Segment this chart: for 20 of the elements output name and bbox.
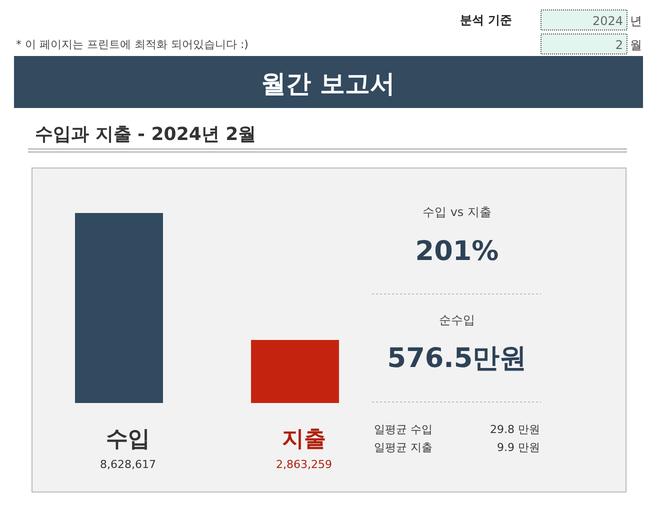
text: 2: [615, 38, 623, 52]
annotation: 576.5만원: [387, 343, 527, 374]
text: 년: [630, 14, 642, 28]
text: 분석 기준: [460, 13, 512, 27]
chart-subtitle: 수입과 지출 - 2024년 2월: [35, 124, 256, 145]
chart-title: 월간 보고서: [261, 69, 395, 98]
text: 201%: [415, 236, 499, 267]
x-tick-label: 지출: [282, 427, 326, 452]
text: 29.8 만원: [490, 423, 540, 436]
text: 2024: [592, 14, 623, 28]
data-label: 8,628,617: [100, 458, 156, 471]
text: 일평균 수입: [374, 423, 432, 436]
text: 수입 vs 지출: [422, 205, 492, 219]
text: 월: [630, 38, 642, 52]
data-label: 2,863,259: [276, 458, 332, 471]
text: 9.9 만원: [497, 441, 540, 454]
text: 일평균 지출: [374, 441, 432, 454]
x-tick-label: 수입: [106, 427, 150, 452]
text: * 이 페이지는 프린트에 최적화 되어있습니다 :): [16, 38, 248, 51]
text: 순수입: [439, 313, 475, 327]
